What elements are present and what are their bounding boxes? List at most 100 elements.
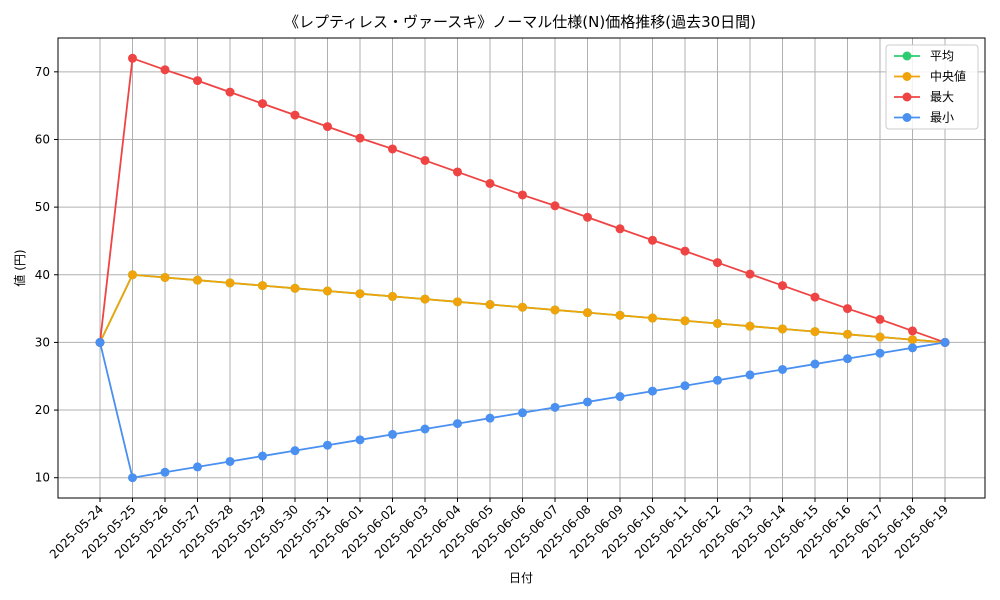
legend-swatch-marker — [902, 51, 912, 61]
data-point — [323, 286, 332, 296]
legend-swatch-marker — [902, 92, 912, 102]
x-axis-ticks: 2025-05-242025-05-252025-05-262025-05-27… — [47, 498, 951, 561]
data-point — [258, 281, 267, 291]
data-point — [323, 440, 332, 450]
data-point — [745, 269, 755, 279]
y-tick-label: 50 — [35, 200, 50, 214]
y-tick-label: 40 — [35, 268, 50, 282]
data-point — [583, 212, 592, 222]
series-2 — [95, 53, 950, 347]
data-point — [875, 332, 885, 342]
data-point — [648, 386, 657, 396]
data-point — [355, 435, 365, 445]
data-point — [258, 99, 267, 109]
data-point — [810, 359, 820, 369]
data-point — [843, 329, 852, 339]
data-point — [810, 292, 820, 302]
data-point — [713, 258, 722, 268]
y-tick-label: 60 — [35, 132, 50, 146]
y-axis-label: 値 (円) — [12, 249, 27, 286]
data-point — [388, 429, 397, 439]
data-point — [355, 289, 365, 299]
y-tick-label: 70 — [35, 65, 50, 79]
data-point — [843, 304, 852, 314]
data-point — [323, 122, 332, 132]
data-point — [713, 318, 722, 328]
data-point — [193, 462, 202, 472]
data-point — [615, 310, 625, 320]
y-axis-ticks: 10 20 30 40 50 60 70 — [35, 65, 58, 485]
data-point — [453, 167, 462, 177]
data-point — [290, 283, 300, 293]
data-point — [225, 278, 235, 288]
data-point — [583, 308, 592, 318]
data-point — [940, 337, 950, 347]
data-point — [550, 201, 560, 211]
series-group — [95, 53, 950, 483]
data-point — [680, 381, 690, 391]
data-point — [95, 337, 105, 347]
data-point — [778, 364, 787, 374]
data-point — [908, 335, 917, 345]
data-point — [745, 370, 755, 380]
data-point — [908, 326, 917, 336]
data-point — [420, 424, 430, 434]
data-point — [713, 375, 722, 385]
legend-label: 中央値 — [930, 69, 966, 84]
data-point — [388, 144, 397, 154]
data-point — [420, 155, 430, 165]
data-point — [810, 327, 820, 337]
data-point — [258, 451, 267, 461]
legend-box — [885, 44, 979, 130]
data-point — [160, 272, 170, 282]
data-point — [485, 178, 495, 188]
data-point — [485, 300, 495, 310]
data-point — [290, 110, 300, 120]
y-tick-label: 10 — [35, 471, 50, 485]
data-point — [583, 397, 592, 407]
legend-label: 最大 — [930, 90, 954, 104]
plot-area — [57, 37, 986, 499]
data-point — [778, 281, 787, 291]
data-point — [875, 314, 885, 324]
data-point — [615, 392, 625, 402]
data-point — [680, 246, 690, 256]
data-point — [225, 456, 235, 466]
legend-label: 最小 — [930, 111, 954, 125]
data-point — [193, 76, 202, 86]
data-point — [128, 270, 137, 280]
data-point — [908, 343, 917, 353]
data-point — [843, 354, 852, 364]
legend-swatch-marker — [902, 72, 912, 81]
grid-lines — [58, 38, 985, 498]
data-point — [615, 224, 625, 234]
data-point — [648, 313, 657, 323]
data-point — [225, 87, 235, 97]
data-point — [680, 316, 690, 326]
data-point — [518, 190, 527, 200]
data-point — [648, 235, 657, 245]
data-point — [745, 321, 755, 331]
y-tick-label: 20 — [35, 403, 50, 417]
data-point — [193, 275, 202, 285]
data-point — [550, 305, 560, 315]
data-point — [355, 133, 365, 143]
data-point — [518, 408, 527, 418]
data-point — [485, 413, 495, 423]
data-point — [518, 302, 527, 312]
data-point — [453, 419, 462, 429]
y-tick-label: 30 — [35, 335, 50, 349]
data-point — [290, 446, 300, 456]
data-point — [128, 473, 137, 483]
chart-title: 《レプティレス・ヴァースキ》ノーマル仕様(N)価格推移(過去30日間) — [284, 13, 756, 31]
legend-label: 平均 — [930, 49, 954, 63]
data-point — [550, 402, 560, 412]
data-point — [128, 53, 137, 63]
data-point — [875, 348, 885, 358]
data-point — [778, 324, 787, 334]
data-point — [388, 291, 397, 301]
data-point — [160, 467, 170, 477]
series-3 — [95, 337, 950, 483]
